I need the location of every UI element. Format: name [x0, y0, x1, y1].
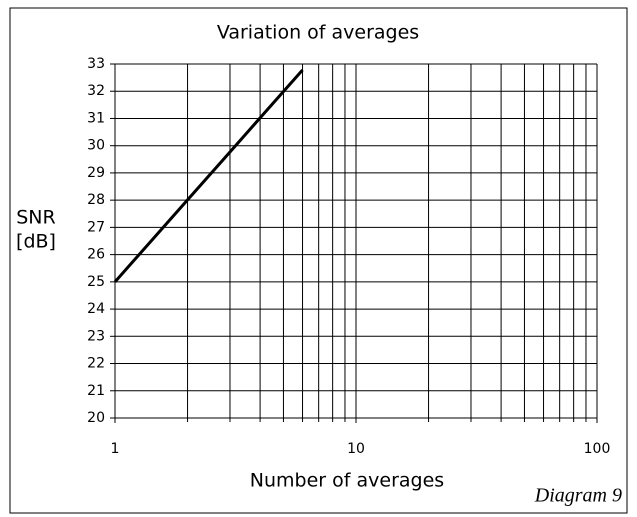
x-axis-label: Number of averages — [250, 470, 444, 492]
chart-title: Variation of averages — [217, 22, 419, 44]
caption: Diagram 9 — [534, 485, 622, 507]
y-tick-label: 27 — [87, 219, 105, 235]
y-tick-label: 23 — [87, 328, 105, 344]
x-tick-label: 10 — [347, 441, 365, 457]
x-tick-label: 100 — [584, 441, 611, 457]
y-tick-label: 24 — [87, 301, 105, 317]
y-axis-label: [dB] — [16, 231, 56, 253]
y-tick-label: 33 — [87, 56, 105, 72]
data-line — [113, 68, 304, 283]
y-tick-label: 28 — [87, 192, 105, 208]
y-tick-label: 20 — [87, 410, 105, 426]
y-axis-label: SNR — [16, 207, 55, 229]
y-tick-label: 21 — [87, 383, 105, 399]
y-tick-label: 31 — [87, 110, 105, 126]
frame — [9, 7, 628, 514]
y-tick-label: 30 — [87, 138, 105, 154]
y-tick-label: 29 — [87, 165, 105, 181]
y-tick-label: 32 — [87, 83, 105, 99]
y-tick-label: 26 — [87, 247, 105, 263]
y-tick-label: 25 — [87, 274, 105, 290]
x-tick-label: 1 — [111, 441, 120, 457]
y-tick-label: 22 — [87, 356, 105, 372]
